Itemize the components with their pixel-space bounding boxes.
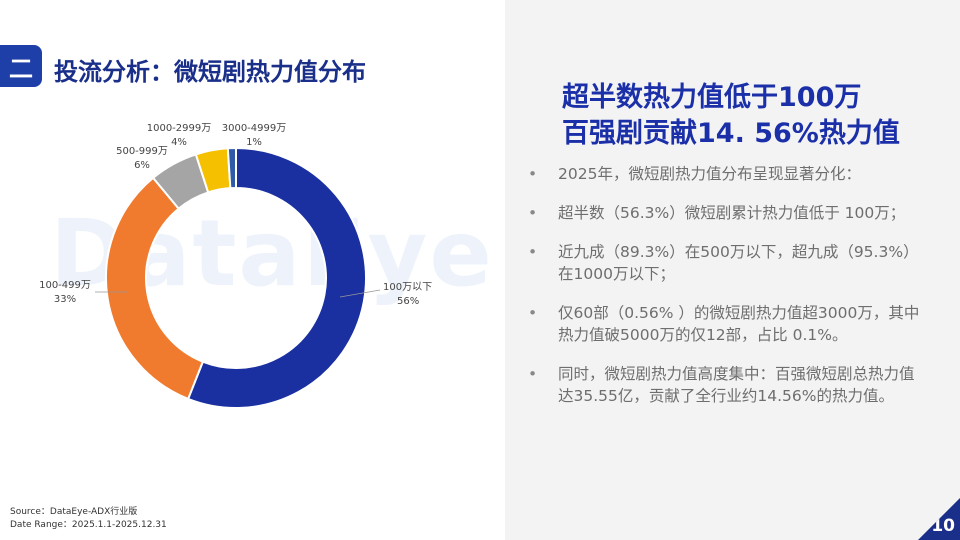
slice-category-label: 3000-4999万 xyxy=(222,123,287,134)
source-note: Source：DataEye-ADX行业版 Date Range：2025.1.… xyxy=(10,506,167,532)
slice-category-label: 100-499万 xyxy=(39,280,91,291)
headline-line-1: 超半数热力值低于100万 xyxy=(562,82,862,113)
bullet-dot: • xyxy=(528,243,538,261)
donut-chart: 100万以下 56% 100-499万 33% 500-999万 6% 1000-2999万… xyxy=(39,123,432,409)
bullet-dot: • xyxy=(528,165,538,183)
slice-value-label: 6% xyxy=(134,160,150,171)
donut-slice xyxy=(105,176,205,401)
bullet-text: 2025年，微短剧热力值分布呈现显著分化： xyxy=(558,165,861,183)
leader-line xyxy=(339,289,381,298)
slice-category-label: 1000-2999万 xyxy=(147,123,212,134)
headline-line-2: 百强剧贡献14. 56%热力值 xyxy=(562,118,900,149)
bullet-dot: • xyxy=(528,304,538,322)
slice-value-label: 1% xyxy=(246,137,262,148)
section-badge: 二 xyxy=(0,45,42,87)
donut-slice xyxy=(186,146,367,409)
bullet-dot: • xyxy=(528,365,538,383)
slice-category-label: 500-999万 xyxy=(116,146,168,157)
slice-value-label: 33% xyxy=(54,294,76,305)
source-line: Source：DataEye-ADX行业版 xyxy=(10,507,138,517)
slice-value-label: 4% xyxy=(171,137,187,148)
bullet-text: 同时，微短剧热力值高度集中：百强微短剧总热力值达35.55亿，贡献了全行业约14… xyxy=(558,365,915,405)
bullet-list: • 2025年，微短剧热力值分布呈现显著分化： • 超半数（56.3%）微短剧累计热… xyxy=(528,163,928,424)
bullet-dot: • xyxy=(528,204,538,222)
slice-category-label: 100万以下 xyxy=(383,282,432,293)
headline: 超半数热力值低于100万 百强剧贡献14. 56%热力值 xyxy=(562,80,942,152)
bullet-item: • 同时，微短剧热力值高度集中：百强微短剧总热力值达35.55亿，贡献了全行业约1… xyxy=(528,363,928,407)
bullet-text: 仅60部（0.56% ）的微短剧热力值超3000万，其中热力值破5000万的仅1… xyxy=(558,304,920,344)
slice-value-label: 56% xyxy=(397,296,419,307)
bullet-item: • 仅60部（0.56% ）的微短剧热力值超3000万，其中热力值破5000万的仅… xyxy=(528,302,928,346)
bullet-item: • 超半数（56.3%）微短剧累计热力值低于 100万； xyxy=(528,202,928,224)
bullet-text: 近九成（89.3%）在500万以下，超九成（95.3%）在1000万以下； xyxy=(558,243,919,283)
date-range-line: Date Range：2025.1.1-2025.12.31 xyxy=(10,520,167,530)
right-panel xyxy=(505,0,960,540)
page-title: 投流分析：微短剧热力值分布 xyxy=(54,58,366,86)
bullet-item: • 近九成（89.3%）在500万以下，超九成（95.3%）在1000万以下； xyxy=(528,241,928,285)
donut-slice xyxy=(226,146,237,190)
bullet-item: • 2025年，微短剧热力值分布呈现显著分化： xyxy=(528,163,928,185)
bullet-text: 超半数（56.3%）微短剧累计热力值低于 100万； xyxy=(558,204,906,222)
